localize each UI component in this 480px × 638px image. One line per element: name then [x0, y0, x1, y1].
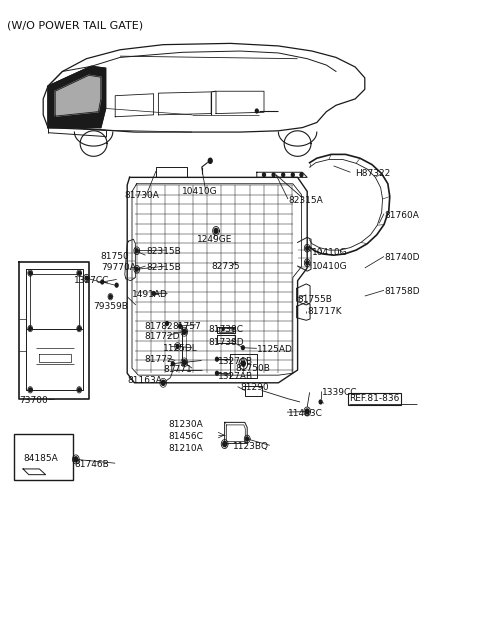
Text: 81230A: 81230A	[168, 420, 203, 429]
Bar	[14, 434, 73, 480]
Text: 84185A: 84185A	[23, 454, 58, 463]
Polygon shape	[208, 158, 212, 163]
Text: 81456C: 81456C	[168, 432, 203, 441]
Text: 82315B: 82315B	[146, 247, 181, 256]
Text: 81290: 81290	[240, 383, 269, 392]
Text: 1125AD: 1125AD	[257, 345, 293, 354]
Text: 81163A: 81163A	[127, 376, 162, 385]
Polygon shape	[263, 173, 265, 177]
Polygon shape	[216, 357, 218, 361]
Text: 1327CC: 1327CC	[74, 276, 110, 285]
Text: 1339CC: 1339CC	[322, 388, 357, 397]
Text: 81772: 81772	[144, 355, 173, 364]
Text: H87322: H87322	[355, 169, 390, 178]
Text: 81750: 81750	[101, 252, 130, 261]
Text: 81738C: 81738C	[209, 325, 244, 334]
Text: 81740D: 81740D	[384, 253, 420, 262]
Text: 79359B: 79359B	[94, 302, 129, 311]
Text: 81758D: 81758D	[384, 287, 420, 296]
Polygon shape	[179, 324, 181, 328]
Polygon shape	[152, 292, 155, 295]
Polygon shape	[319, 400, 322, 404]
Polygon shape	[55, 75, 101, 116]
Polygon shape	[300, 173, 303, 177]
Polygon shape	[135, 249, 138, 253]
Text: 82315A: 82315A	[288, 197, 323, 205]
Polygon shape	[78, 327, 81, 330]
Polygon shape	[222, 328, 224, 330]
Polygon shape	[241, 361, 245, 366]
Polygon shape	[161, 380, 165, 385]
Polygon shape	[78, 271, 81, 275]
Text: 81782: 81782	[144, 322, 173, 330]
Text: 81771: 81771	[163, 365, 192, 374]
Polygon shape	[182, 360, 186, 365]
Text: 10410G: 10410G	[312, 262, 348, 271]
Polygon shape	[29, 327, 32, 330]
Polygon shape	[74, 457, 78, 462]
Polygon shape	[48, 66, 106, 128]
Polygon shape	[176, 345, 179, 348]
Text: 81757: 81757	[173, 322, 202, 330]
Polygon shape	[182, 329, 186, 334]
Polygon shape	[306, 246, 309, 250]
Text: (W/O POWER TAIL GATE): (W/O POWER TAIL GATE)	[7, 20, 144, 31]
Text: 82735: 82735	[211, 262, 240, 271]
Text: 1249GE: 1249GE	[197, 235, 232, 244]
Polygon shape	[216, 371, 218, 375]
Text: 1327AB: 1327AB	[218, 372, 253, 381]
Polygon shape	[214, 228, 218, 234]
Text: 81210A: 81210A	[168, 444, 203, 453]
Polygon shape	[29, 388, 32, 392]
Polygon shape	[255, 109, 258, 113]
Text: 81738D: 81738D	[209, 338, 244, 347]
Text: 81755B: 81755B	[298, 295, 333, 304]
Text: 81730A: 81730A	[125, 191, 160, 200]
Polygon shape	[246, 437, 249, 441]
Text: 81760A: 81760A	[384, 211, 419, 220]
Polygon shape	[223, 441, 227, 447]
Text: 10410G: 10410G	[182, 187, 218, 196]
Text: 82315B: 82315B	[146, 263, 181, 272]
Polygon shape	[29, 271, 32, 275]
Polygon shape	[166, 322, 168, 325]
Text: 11403C: 11403C	[288, 409, 323, 418]
Polygon shape	[305, 409, 309, 414]
Polygon shape	[115, 283, 118, 287]
Text: 79770A: 79770A	[101, 263, 136, 272]
Text: 81746B: 81746B	[74, 460, 109, 469]
Polygon shape	[171, 362, 174, 366]
Polygon shape	[101, 280, 104, 284]
Polygon shape	[306, 261, 309, 265]
Polygon shape	[241, 346, 244, 350]
Text: 1327AB: 1327AB	[218, 357, 253, 366]
Polygon shape	[85, 276, 88, 280]
Text: 1491AD: 1491AD	[132, 290, 168, 299]
Text: 1125DL: 1125DL	[163, 345, 198, 353]
Polygon shape	[291, 173, 294, 177]
Polygon shape	[109, 295, 112, 299]
Text: 73700: 73700	[19, 396, 48, 404]
Text: 81717K: 81717K	[307, 308, 342, 316]
Text: REF.81-836: REF.81-836	[349, 394, 400, 403]
Polygon shape	[78, 388, 81, 392]
Text: 1123BQ: 1123BQ	[233, 442, 269, 451]
Polygon shape	[272, 173, 275, 177]
Text: 81772D: 81772D	[144, 332, 180, 341]
Text: 10410G: 10410G	[312, 248, 348, 257]
Polygon shape	[135, 267, 138, 271]
Polygon shape	[282, 173, 285, 177]
Text: 81750B: 81750B	[235, 364, 270, 373]
